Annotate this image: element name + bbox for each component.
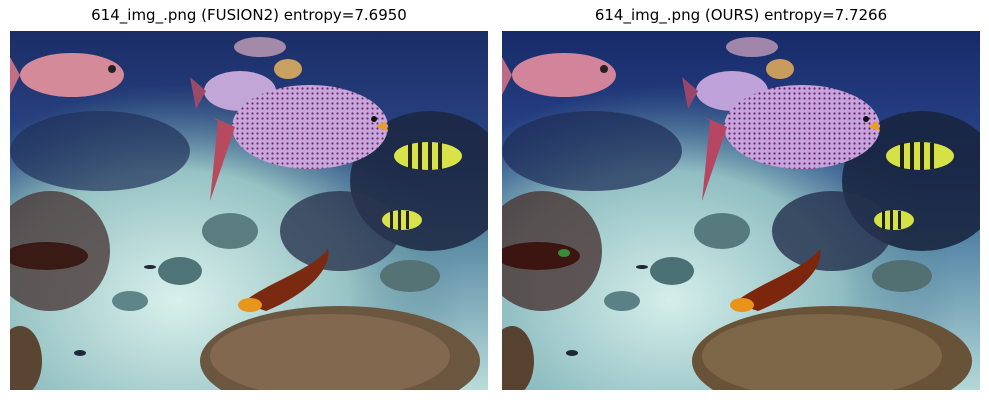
underwater-image [502,31,980,390]
underwater-scene [10,31,488,390]
underwater-scene [502,31,980,390]
panel-title: 614_img_.png (FUSION2) entropy=7.6950 [91,6,407,24]
underwater-image [10,31,488,390]
panel-title: 614_img_.png (OURS) entropy=7.7266 [594,6,888,24]
